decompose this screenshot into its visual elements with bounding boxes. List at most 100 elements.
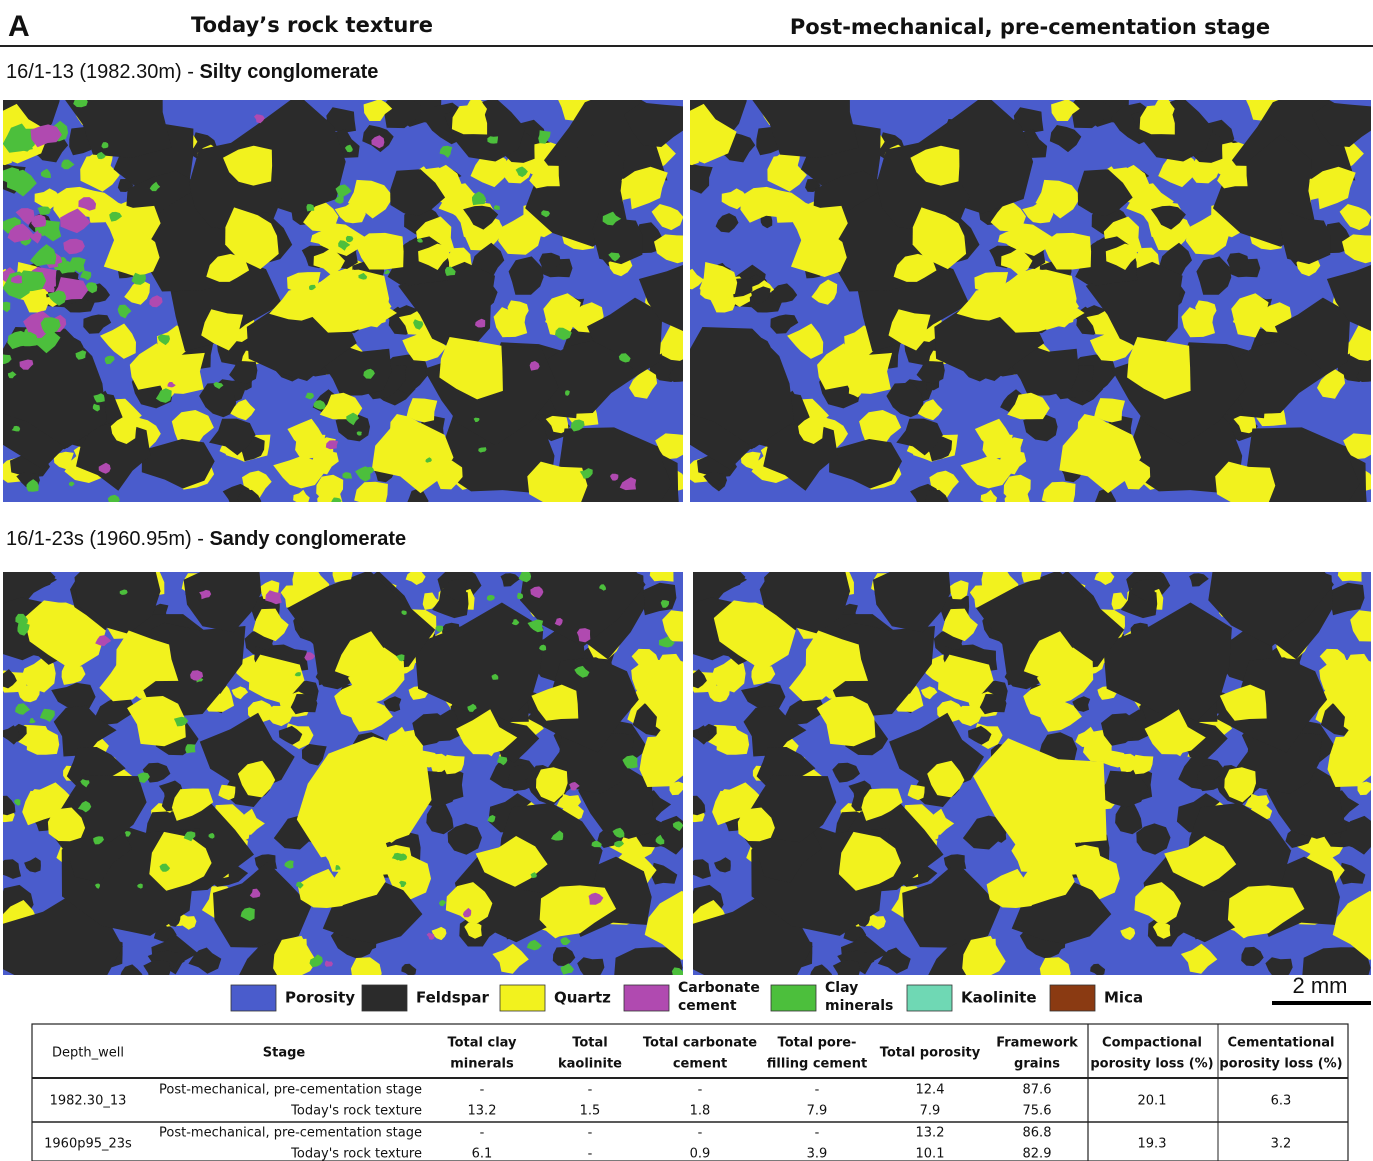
grain [1352,446,1367,458]
map-content [0,528,711,1001]
table-cell: 19.3 [1138,1137,1167,1152]
legend-line: cement [678,998,737,1014]
table-cell: - [480,1083,485,1098]
legend-label: Quartz [554,989,611,1007]
table-cell: 7.9 [920,1104,941,1119]
table-cell: 3.9 [807,1147,828,1161]
table-header: porosity loss (%) [1090,1057,1213,1072]
table-cell: 87.6 [1023,1083,1052,1098]
legend-line: Clay [825,980,858,996]
table-header: Total clay [447,1036,517,1051]
legend-swatch [362,985,407,1011]
grain [306,204,314,211]
grain [664,446,679,458]
table-cell: 7.9 [807,1104,828,1119]
table-cell: 1.8 [690,1104,711,1119]
column-header: Today’s rock texture [191,13,433,37]
table-cell: - [588,1083,593,1098]
legend-swatch [624,985,669,1011]
lithology: Silty conglomerate [199,61,378,83]
grain [640,736,699,787]
table-cell: 20.1 [1138,1094,1167,1109]
table-header: Cementational [1227,1036,1334,1051]
table-cell: 1.5 [580,1104,601,1119]
table-cell: - [815,1126,820,1141]
table-header: kaolinite [558,1057,622,1072]
table-cell: - [588,1147,593,1161]
table-cell: 6.3 [1271,1094,1292,1109]
table-header: minerals [450,1057,514,1072]
lithology: Sandy conglomerate [209,528,406,550]
table-header: Framework [996,1036,1078,1051]
table-header: filling cement [767,1057,867,1072]
table-cell: - [698,1083,703,1098]
sample-label: 16/1-23s (1960.95m) - Sandy conglomerate [6,528,406,550]
legend-line: Carbonate [678,980,760,996]
table-header: Total pore- [778,1036,857,1051]
table-cell: 13.2 [916,1126,945,1141]
table-cell: 13.2 [468,1104,497,1119]
legend-line: minerals [825,998,893,1014]
table-header: Total [572,1036,608,1051]
table-cell: - [588,1126,593,1141]
legend: Porosity Feldspar Quartz Carbonate cement Cla… [231,980,1143,1014]
legend-label: Mica [1104,989,1143,1007]
table-header: Compactional [1102,1036,1202,1051]
legend-label: Feldspar [416,989,489,1007]
sample-label: 16/1-13 (1982.30m) - Silty conglomerate [6,61,378,83]
mineral-map [0,50,724,543]
map-content [650,50,1373,543]
grain [487,136,498,143]
legend-label: Kaolinite [961,989,1037,1007]
grain [185,744,195,753]
depth-cell: 1960p95_23s [44,1137,132,1152]
legend-swatch [231,985,276,1011]
legend-label: Clay minerals [825,980,893,1014]
legend-swatch [771,985,816,1011]
legend-swatch [500,985,545,1011]
grain [18,270,46,291]
mineral-maps [0,50,1373,1002]
legend-swatch [1050,985,1095,1011]
legend-label: Carbonate cement [678,980,760,1014]
scale-bar-label: 2 mm [1293,973,1348,998]
table-cell: - [698,1126,703,1141]
grain [73,97,88,107]
table-cell: - [480,1126,485,1141]
mineral-map [665,528,1373,1001]
table-cell: 75.6 [1023,1104,1052,1119]
table-header: grains [1014,1057,1060,1072]
stage-cell: Post-mechanical, pre-cementation stage [159,1083,422,1098]
figure: A Today’s rock texture Post-mechanical, … [0,0,1373,1161]
table-cell: 86.8 [1023,1126,1052,1141]
panel-label: A [8,10,30,43]
grain [1215,462,1275,504]
table-cell: - [815,1083,820,1098]
grain [527,462,587,504]
table-cell: 12.4 [916,1083,945,1098]
table-header: Total porosity [880,1046,981,1061]
table-header: Depth_well [52,1046,124,1061]
stage-cell: Today's rock texture [290,1104,422,1119]
table-cell: 0.9 [690,1147,711,1161]
column-header: Post-mechanical, pre-cementation stage [790,15,1270,39]
grain [650,563,674,582]
table-header: Stage [263,1046,306,1061]
table-header: porosity loss (%) [1219,1057,1342,1072]
sample-id: 16/1-13 (1982.30m) - [6,61,199,83]
depth-cell: 1982.30_13 [50,1094,127,1109]
legend-label: Porosity [285,989,355,1007]
grain [1338,563,1362,582]
stage-cell: Post-mechanical, pre-cementation stage [159,1126,422,1141]
table-header: cement [673,1057,727,1072]
data-table: Depth_well Stage Total clay minerals Total ka… [32,1024,1348,1161]
map-content [0,50,724,543]
table-cell: 10.1 [916,1147,945,1161]
stage-cell: Today's rock texture [290,1147,422,1161]
map-content [665,528,1373,1001]
mineral-map [0,528,711,1001]
sample-id: 16/1-23s (1960.95m) - [6,528,209,550]
table-header: Total carbonate [643,1036,757,1051]
table-cell: 6.1 [472,1147,493,1161]
table-cell: 3.2 [1271,1137,1292,1152]
